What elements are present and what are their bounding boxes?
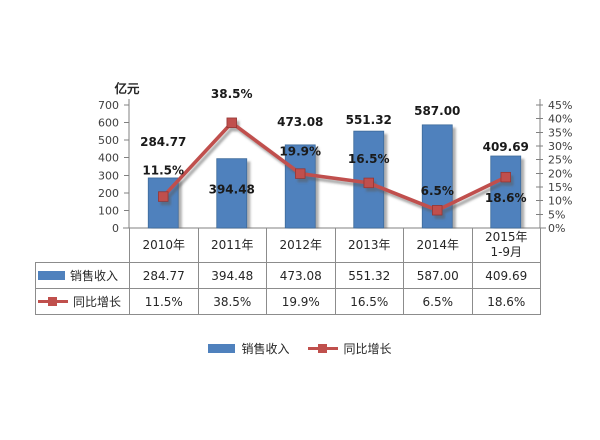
bar-series-clip	[147, 124, 522, 229]
growth-line	[161, 120, 507, 213]
bar-data-label: 587.00	[414, 104, 460, 118]
column-header-cell: 2011年	[197, 228, 267, 263]
data-table: 2010年 2011年 2012年 2013年 2014年 2015年 1-9月销售收入 2…	[35, 228, 541, 315]
y-axis-right-tick-label: 20%	[548, 167, 572, 180]
y-axis-left-tick-label: 600	[98, 117, 119, 130]
line-data-label: 11.5%	[142, 164, 184, 178]
column-header-cell: 2015年 1-9月	[471, 228, 541, 263]
line-marker	[363, 177, 374, 189]
row-header-key: 销售收入	[37, 267, 129, 284]
legend-item-sales-revenue: 销售收入	[208, 340, 290, 357]
line-series	[158, 117, 511, 216]
y-axis-left-tick-label: 500	[98, 134, 119, 147]
line-marker	[295, 168, 306, 179]
value-cell: 16.5%	[334, 288, 404, 315]
line-series-marker-icon	[38, 296, 68, 307]
line-marker	[158, 191, 169, 202]
bar-series-swatch-icon	[38, 271, 65, 280]
y-axis-right-tick-label: 10%	[548, 195, 572, 208]
value-cell: 394.48	[197, 262, 267, 289]
bar-data-label: 409.69	[483, 140, 529, 154]
table-data-row: 同比增长 11.5% 38.5% 19.9% 16.5% 6.5% 18.6%	[35, 288, 541, 315]
line-marker	[432, 205, 443, 216]
y-axis-right-tick-label: 35%	[548, 126, 572, 139]
y-axis-right-tick-label: 15%	[548, 181, 572, 194]
y-axis-left-tick-label: 400	[98, 152, 119, 165]
line-marker	[226, 117, 237, 128]
axis-unit-label: 亿元	[114, 81, 140, 96]
chart-legend: 销售收入 同比增长	[0, 338, 600, 358]
line-series-marker-icon	[307, 343, 338, 354]
table-header-row: 2010年 2011年 2012年 2013年 2014年 2015年 1-9月	[35, 228, 541, 263]
line-data-label: 16.5%	[348, 152, 390, 166]
table-corner-cell	[35, 228, 130, 263]
legend-label-sales-revenue: 销售收入	[241, 341, 290, 356]
bar-data-label: 284.77	[140, 135, 186, 149]
y-axis-right-tick-label: 30%	[548, 140, 572, 153]
row-header-cell: 同比增长	[35, 288, 130, 315]
y-axis-right-tick-label: 0%	[548, 222, 565, 235]
bar-data-label: 551.32	[346, 113, 392, 127]
row-header-key: 同比增长	[37, 293, 129, 310]
table-data-row: 销售收入 284.77 394.48 473.08 551.32 587.00 409.69	[35, 262, 541, 289]
value-cell: 409.69	[471, 262, 541, 289]
line-marker	[500, 171, 511, 183]
legend-item-yoy-growth: 同比增长	[307, 340, 392, 357]
value-cell: 18.6%	[471, 288, 541, 315]
bar	[284, 144, 316, 229]
line-marker-square	[48, 297, 57, 306]
value-cell: 473.08	[266, 262, 336, 289]
row-header-label: 同比增长	[73, 295, 122, 309]
column-header-cell: 2010年	[129, 228, 199, 263]
data-labels: 284.77 394.48 473.08 551.32 587.00 409.69 11.5…	[140, 87, 529, 205]
value-cell: 587.00	[403, 262, 473, 289]
line-data-label: 18.6%	[485, 191, 527, 205]
line-data-label: 38.5%	[211, 87, 253, 101]
value-cell: 11.5%	[129, 288, 199, 315]
row-header-cell: 销售收入	[35, 262, 130, 289]
y-axis-left-tick-label: 700	[98, 99, 119, 112]
bar	[490, 155, 522, 229]
value-cell: 551.32	[334, 262, 404, 289]
y-axis-right-tick-label: 40%	[548, 113, 572, 126]
axes: 01002003004005006007000%5%10%15%20%25%30…	[98, 99, 572, 235]
y-axis-left-tick-label: 100	[98, 204, 119, 217]
bar-data-label: 394.48	[209, 183, 255, 197]
y-axis-right-tick-label: 25%	[548, 154, 572, 167]
column-header-cell: 2012年	[266, 228, 336, 263]
column-header-cell: 2013年	[334, 228, 404, 263]
bar-data-label: 473.08	[277, 115, 323, 129]
value-cell: 284.77	[129, 262, 199, 289]
y-axis-left-tick-label: 200	[98, 187, 119, 200]
bar	[216, 158, 248, 229]
value-cell: 19.9%	[266, 288, 336, 315]
bar-series-swatch-icon	[208, 343, 236, 353]
row-header-label: 销售收入	[70, 269, 119, 283]
column-header-cell: 2014年	[403, 228, 473, 263]
y-axis-left-tick-label: 300	[98, 169, 119, 182]
bar-series	[147, 124, 522, 229]
value-cell: 38.5%	[197, 288, 267, 315]
y-axis-right-tick-label: 5%	[548, 208, 565, 221]
line-data-label: 6.5%	[421, 184, 454, 198]
line-data-label: 19.9%	[279, 145, 321, 159]
value-cell: 6.5%	[403, 288, 473, 315]
y-axis-right-tick-label: 45%	[548, 99, 572, 112]
legend-label-yoy-growth: 同比增长	[343, 341, 392, 356]
